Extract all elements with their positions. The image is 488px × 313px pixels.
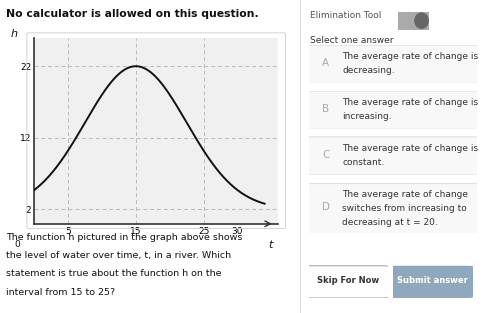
Circle shape (415, 13, 428, 28)
Text: No calculator is allowed on this question.: No calculator is allowed on this questio… (6, 9, 259, 19)
Text: decreasing at t = 20.: decreasing at t = 20. (343, 218, 438, 227)
Text: B: B (322, 104, 329, 114)
Text: t: t (268, 239, 272, 249)
Text: The average rate of change is: The average rate of change is (343, 99, 479, 107)
Text: switches from increasing to: switches from increasing to (343, 204, 467, 213)
Text: h: h (10, 29, 17, 39)
Text: interval from 15 to 25?: interval from 15 to 25? (6, 288, 115, 297)
Text: The average rate of change is: The average rate of change is (343, 144, 479, 153)
FancyBboxPatch shape (302, 184, 482, 234)
Text: The function h pictured in the graph above shows: The function h pictured in the graph abo… (6, 233, 242, 242)
Text: constant.: constant. (343, 158, 385, 167)
Text: decreasing.: decreasing. (343, 66, 395, 75)
Text: Submit answer: Submit answer (397, 276, 468, 285)
FancyBboxPatch shape (302, 45, 482, 83)
Text: statement is true about the function h on the: statement is true about the function h o… (6, 269, 222, 279)
Text: the level of water over time, t, in a river. Which: the level of water over time, t, in a ri… (6, 251, 231, 260)
Text: A: A (322, 58, 329, 68)
Text: Skip For Now: Skip For Now (317, 276, 379, 285)
FancyBboxPatch shape (306, 266, 389, 298)
Text: Elimination Tool: Elimination Tool (310, 11, 381, 20)
Text: D: D (322, 202, 330, 212)
Text: Select one answer: Select one answer (310, 36, 393, 45)
Text: 0: 0 (15, 239, 20, 249)
Text: The average rate of change is: The average rate of change is (343, 53, 479, 61)
FancyBboxPatch shape (389, 266, 474, 298)
Text: The average rate of change: The average rate of change (343, 190, 468, 199)
Text: C: C (322, 150, 329, 160)
Text: increasing.: increasing. (343, 112, 392, 121)
FancyBboxPatch shape (302, 137, 482, 175)
FancyBboxPatch shape (394, 10, 431, 32)
FancyBboxPatch shape (302, 91, 482, 129)
